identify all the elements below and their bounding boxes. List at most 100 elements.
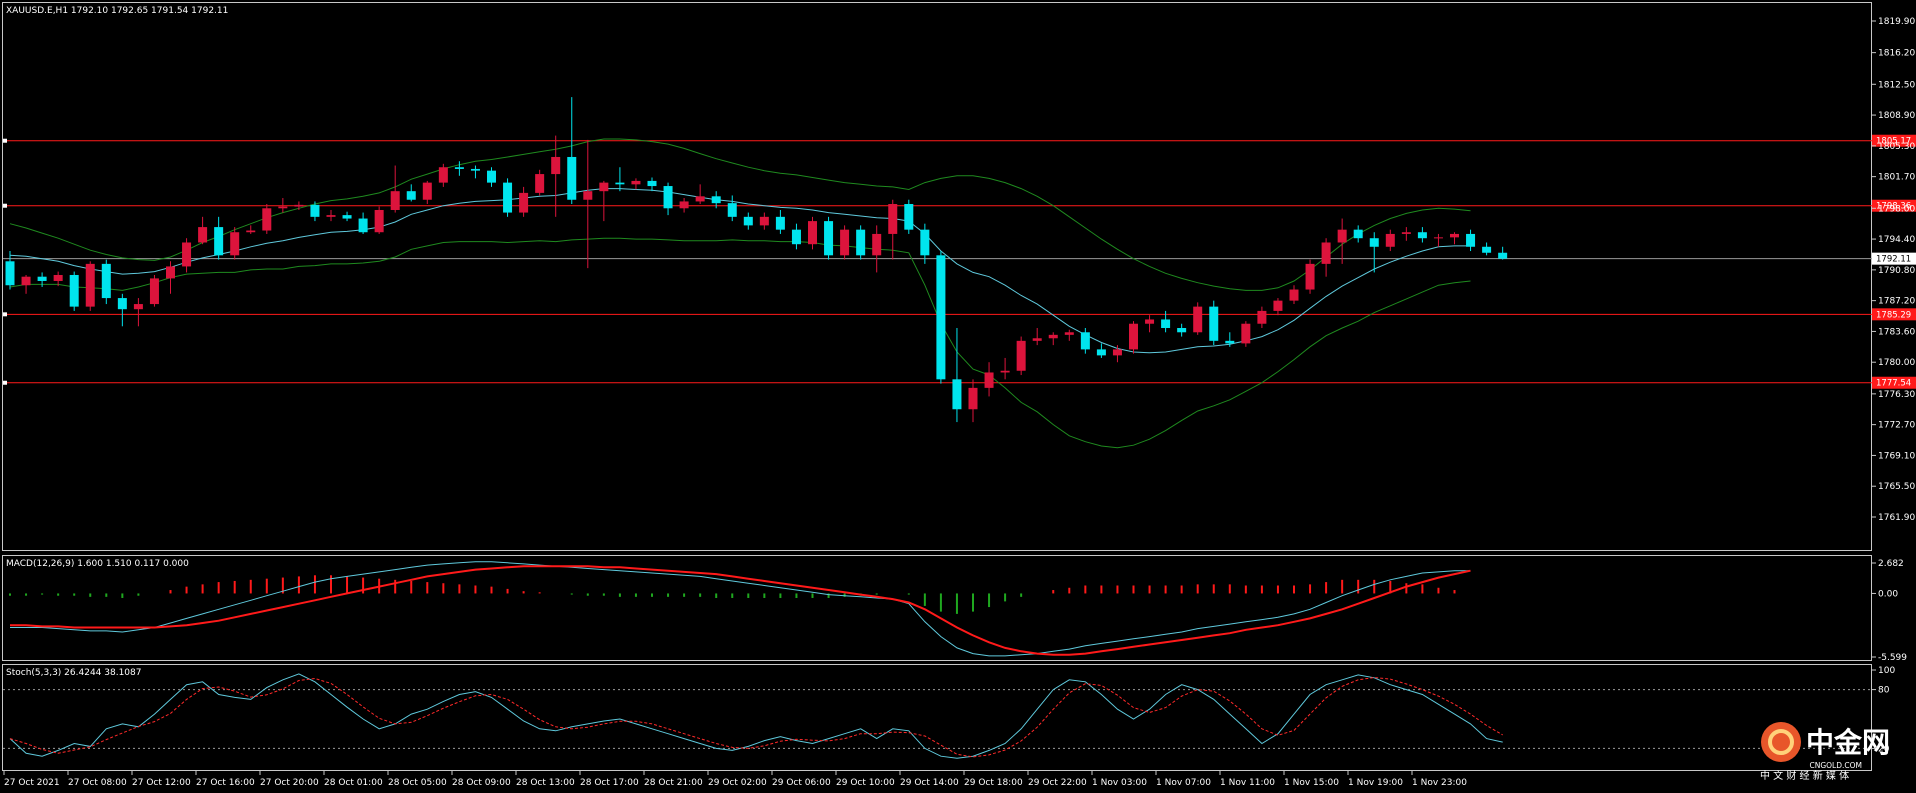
main-price-pane[interactable]: 1805.17 1798.36 1785.29 1777.54 1792.11 181… bbox=[3, 6, 1916, 523]
candle-body bbox=[872, 233, 882, 256]
stoch-k-line bbox=[9, 673, 1503, 759]
candle-body bbox=[727, 203, 737, 217]
candle-body bbox=[535, 174, 545, 193]
candle bbox=[117, 293, 127, 327]
candle bbox=[872, 225, 882, 273]
candle-body bbox=[759, 216, 769, 226]
candle bbox=[422, 180, 432, 205]
time-tick-label: 1 Nov 03:00 bbox=[1092, 778, 1147, 788]
price-tick-label: 1805.30 bbox=[1878, 142, 1915, 152]
price-tick-label: 1798.00 bbox=[1878, 204, 1915, 214]
stoch-header: Stoch(5,3,3) 26.4244 38.1087 bbox=[6, 668, 141, 678]
candle-body bbox=[888, 204, 898, 234]
candle bbox=[406, 184, 416, 202]
stoch-tick-label: 20 bbox=[1878, 744, 1890, 754]
candle-body bbox=[358, 218, 368, 233]
candle bbox=[1032, 328, 1042, 346]
candle-body bbox=[695, 196, 705, 202]
candle bbox=[1241, 321, 1251, 347]
candle bbox=[342, 211, 352, 222]
macd-pane[interactable]: 2.682 0.00 -5.599 MACD(12,26,9) 1.600 1.51… bbox=[6, 559, 1907, 663]
current-price-tag bbox=[1872, 252, 1916, 265]
candle bbox=[133, 298, 143, 327]
time-tick-label: 1 Nov 19:00 bbox=[1348, 778, 1403, 788]
watermark-tagline: 中 文 财 经 新 媒 体 bbox=[1760, 769, 1849, 782]
candle bbox=[551, 135, 561, 217]
candle bbox=[1321, 238, 1331, 277]
candle-body bbox=[21, 276, 31, 286]
candle bbox=[775, 209, 785, 234]
candle bbox=[1016, 336, 1026, 376]
macd-axis: 2.682 0.00 -5.599 bbox=[1872, 559, 1907, 663]
candle-body bbox=[117, 298, 127, 310]
macd-tick-label: 2.682 bbox=[1878, 559, 1904, 569]
candle bbox=[599, 180, 609, 222]
candle bbox=[1161, 310, 1171, 333]
candle-body bbox=[1209, 306, 1219, 341]
pane-frames bbox=[2, 2, 1872, 771]
candle bbox=[294, 201, 304, 210]
level-line-anchor[interactable] bbox=[3, 312, 7, 317]
level-line-anchor[interactable] bbox=[3, 380, 7, 385]
candle-body bbox=[101, 263, 111, 299]
price-tick-label: 1790.80 bbox=[1878, 266, 1915, 276]
candle bbox=[936, 251, 946, 384]
candle-body bbox=[1161, 319, 1171, 329]
candle bbox=[1482, 242, 1492, 256]
time-tick-label: 29 Oct 14:00 bbox=[900, 778, 959, 788]
candle bbox=[567, 97, 577, 205]
price-tick-label: 1769.10 bbox=[1878, 451, 1915, 461]
candle-body bbox=[1321, 242, 1331, 264]
candle bbox=[21, 274, 31, 294]
stochastic-axis: 100 80 20 bbox=[1872, 666, 1895, 754]
candle bbox=[808, 216, 817, 250]
time-tick-label: 29 Oct 06:00 bbox=[772, 778, 831, 788]
candle bbox=[487, 167, 496, 187]
level-line-anchor[interactable] bbox=[3, 203, 7, 208]
level-price-label: 1785.29 bbox=[1876, 310, 1911, 320]
candle bbox=[759, 212, 769, 230]
time-tick-label: 28 Oct 09:00 bbox=[452, 778, 511, 788]
candle bbox=[904, 199, 914, 234]
level-price-tag bbox=[1872, 199, 1916, 212]
candle-body bbox=[1289, 289, 1299, 301]
stochastic-pane[interactable]: 100 80 20 Stoch(5,3,3) 26.4244 38.1087 bbox=[3, 666, 1895, 759]
candle-body bbox=[1305, 263, 1315, 290]
candle-body bbox=[1145, 319, 1155, 324]
stochastic-plot bbox=[3, 673, 1872, 759]
candle bbox=[583, 139, 593, 269]
candle bbox=[1498, 246, 1508, 260]
candle bbox=[37, 272, 47, 287]
candle-body bbox=[1369, 238, 1379, 247]
candle-body bbox=[1177, 328, 1187, 333]
candle-body bbox=[519, 192, 529, 213]
level-price-label: 1805.17 bbox=[1876, 137, 1911, 147]
candle bbox=[920, 223, 930, 264]
candle-body bbox=[342, 215, 352, 219]
candle-body bbox=[599, 182, 609, 192]
candle bbox=[310, 201, 320, 222]
candle-body bbox=[390, 191, 400, 210]
price-tick-label: 1776.30 bbox=[1878, 390, 1915, 400]
candle bbox=[711, 191, 721, 209]
candle-body bbox=[1016, 340, 1026, 371]
candle-body bbox=[968, 387, 978, 410]
candle-body bbox=[503, 182, 513, 213]
candle-body bbox=[984, 372, 994, 388]
candle bbox=[1417, 227, 1427, 243]
candle-body bbox=[1064, 332, 1074, 335]
candle bbox=[1450, 232, 1459, 245]
candle-body bbox=[294, 204, 304, 207]
cngold-logo-icon bbox=[1761, 722, 1801, 762]
candle-body bbox=[808, 221, 817, 245]
macd-tick-label: -5.599 bbox=[1878, 653, 1907, 663]
candle-body bbox=[1337, 229, 1347, 243]
candle bbox=[1225, 332, 1235, 347]
stoch-d-line bbox=[9, 676, 1503, 758]
candle-body bbox=[422, 182, 432, 200]
candle bbox=[647, 177, 657, 192]
candle bbox=[791, 223, 801, 250]
level-line-anchor[interactable] bbox=[3, 138, 7, 143]
time-tick-label: 27 Oct 20:00 bbox=[260, 778, 319, 788]
